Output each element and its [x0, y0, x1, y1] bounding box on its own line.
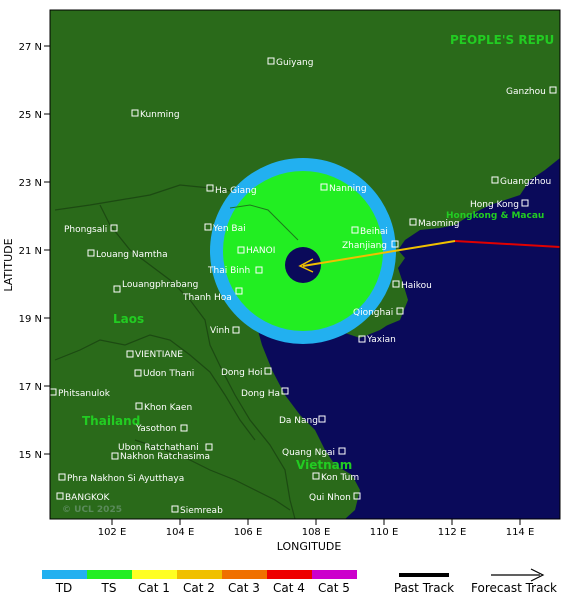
city-markers [50, 57, 557, 513]
lon-tick-label: 108 E [302, 527, 331, 538]
legend-swatch-ts [87, 570, 132, 579]
forecast-arrow-icon [530, 568, 545, 582]
forecast-track-line [302, 240, 456, 267]
lat-tick-label: 25 N [19, 110, 42, 121]
city-label: Haikou [401, 281, 432, 291]
city-label: Kon Tum [321, 473, 359, 483]
city-label: Yaxian [366, 335, 396, 345]
lon-tick-label: 102 E [98, 527, 127, 538]
city-label: Hong Kong [470, 200, 519, 210]
legend-swatch-cat1 [132, 570, 177, 579]
legend-label: Cat 5 [318, 581, 350, 595]
city-label: Dong Hoi [221, 368, 263, 378]
latitude-axis: 27 N 25 N 23 N 21 N 19 N 17 N 15 N LATIT… [2, 42, 50, 461]
past-track-line [454, 240, 560, 248]
lat-tick-label: 27 N [19, 42, 42, 53]
city-label: Qionghai [353, 308, 393, 318]
city-label: Siemreab [180, 506, 223, 516]
city-label: Thai Binh [207, 266, 250, 276]
legend-label: TS [101, 581, 117, 595]
legend-swatch-cat4 [267, 570, 312, 579]
city-label: Guiyang [276, 58, 313, 68]
lat-tick-label: 19 N [19, 314, 42, 325]
lon-tick-label: 114 E [506, 527, 535, 538]
country-label: PEOPLE'S REPU [450, 33, 554, 47]
lat-tick-label: 15 N [19, 450, 42, 461]
legend-swatch-cat3 [222, 570, 267, 579]
city-label: Khon Kaen [144, 403, 192, 413]
category-legend: TD TS Cat 1 Cat 2 Cat 3 Cat 4 Cat 5 [42, 570, 357, 595]
city-label: Ubon Ratchathani [118, 443, 199, 453]
country-label: Thailand [82, 414, 140, 428]
city-label: Kunming [140, 110, 180, 120]
city-labels: Guiyang Kunming Ganzhou Guangzhou Hong K… [58, 58, 551, 516]
city-label: VIENTIANE [135, 350, 183, 360]
lon-tick-label: 104 E [166, 527, 195, 538]
lat-tick-label: 17 N [19, 382, 42, 393]
legend-label: TD [55, 581, 73, 595]
forecast-arrowhead-icon [298, 258, 314, 273]
city-label: Beihai [360, 227, 388, 237]
city-label: Yasothon [135, 424, 176, 434]
longitude-axis: 102 E 104 E 106 E 108 E 110 E 112 E 114 … [98, 519, 535, 553]
country-label: Hongkong & Macau [446, 211, 544, 221]
city-label: Phongsali [64, 225, 107, 235]
city-label: Guangzhou [500, 177, 551, 187]
city-label: Quang Ngai [282, 448, 335, 458]
y-axis-title: LATITUDE [2, 238, 15, 291]
forecast-track-label: Forecast Track [471, 581, 557, 595]
city-label: Phitsanulok [58, 389, 111, 399]
city-label: Yen Bai [212, 224, 246, 234]
legend-swatch-td [42, 570, 87, 579]
legend-swatch-cat2 [177, 570, 222, 579]
city-label: Nakhon Ratchasima [120, 452, 210, 462]
map-area: PEOPLE'S REPU Laos Thailand Vietnam Hong… [50, 10, 560, 519]
city-label: Dong Ha [241, 389, 280, 399]
legend-label: Cat 1 [138, 581, 170, 595]
lon-tick-label: 110 E [370, 527, 399, 538]
land-mass [50, 10, 560, 519]
city-label: BANGKOK [65, 493, 111, 503]
legend-swatch-cat5 [312, 570, 357, 579]
country-label: Vietnam [296, 458, 352, 472]
copyright-text: © UCL 2025 [62, 505, 122, 515]
city-label: Vinh [210, 326, 230, 336]
past-track-label: Past Track [394, 581, 454, 595]
city-label: Udon Thani [143, 369, 194, 379]
lat-tick-label: 21 N [19, 246, 42, 257]
storm-wind-rings [210, 158, 396, 344]
city-label: Ha Giang [215, 186, 257, 196]
city-label: Qui Nhon [309, 493, 351, 503]
x-axis-title: LONGITUDE [277, 540, 342, 553]
country-label: Laos [113, 312, 144, 326]
legend-label: Cat 3 [228, 581, 260, 595]
city-label: Zhanjiang [342, 241, 387, 251]
lat-tick-label: 23 N [19, 178, 42, 189]
ring-land-overlay [229, 204, 299, 241]
legend-label: Cat 2 [183, 581, 215, 595]
city-label: Da Nang [279, 416, 318, 426]
lon-tick-label: 106 E [234, 527, 263, 538]
lon-tick-label: 112 E [438, 527, 467, 538]
city-label: Phra Nakhon Si Ayutthaya [67, 474, 184, 484]
country-labels: PEOPLE'S REPU Laos Thailand Vietnam Hong… [82, 33, 554, 472]
city-label: Maoming [418, 219, 459, 229]
track-legend: Past Track Forecast Track [394, 568, 557, 595]
city-label: Louang Namtha [96, 250, 168, 260]
city-label: Louangphrabang [122, 280, 198, 290]
city-label: Ganzhou [506, 87, 546, 97]
map-frame [49, 9, 561, 520]
city-label: Thanh Hoa [182, 293, 232, 303]
city-label: HANOI [246, 246, 275, 256]
legend-label: Cat 4 [273, 581, 305, 595]
city-label: Nanning [329, 184, 367, 194]
